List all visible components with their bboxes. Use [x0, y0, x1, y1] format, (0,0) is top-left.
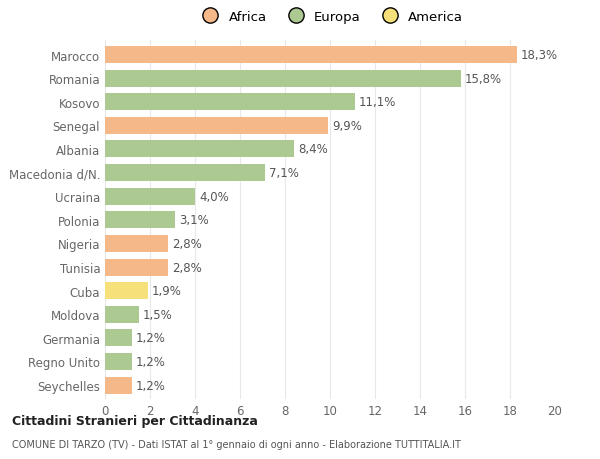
Text: 8,4%: 8,4%: [298, 143, 328, 156]
Text: 2,8%: 2,8%: [172, 237, 202, 250]
Bar: [105, 118, 328, 134]
Bar: [105, 282, 148, 299]
Bar: [105, 141, 294, 158]
Bar: [105, 377, 132, 394]
Bar: [105, 235, 168, 252]
Text: 1,5%: 1,5%: [143, 308, 173, 321]
Text: 15,8%: 15,8%: [464, 73, 502, 85]
Bar: [105, 47, 517, 64]
Bar: [105, 165, 265, 182]
Text: 1,2%: 1,2%: [136, 379, 166, 392]
Text: 9,9%: 9,9%: [332, 120, 362, 133]
Text: 7,1%: 7,1%: [269, 167, 299, 179]
Bar: [105, 306, 139, 323]
Bar: [105, 188, 195, 205]
Text: 11,1%: 11,1%: [359, 96, 396, 109]
Text: 1,9%: 1,9%: [152, 285, 182, 297]
Text: 4,0%: 4,0%: [199, 190, 229, 203]
Text: 1,2%: 1,2%: [136, 331, 166, 345]
Bar: [105, 259, 168, 276]
Text: 18,3%: 18,3%: [521, 49, 558, 62]
Text: 3,1%: 3,1%: [179, 214, 209, 227]
Text: 1,2%: 1,2%: [136, 355, 166, 368]
Bar: [105, 330, 132, 347]
Text: 2,8%: 2,8%: [172, 261, 202, 274]
Bar: [105, 212, 175, 229]
Bar: [105, 71, 461, 88]
Text: COMUNE DI TARZO (TV) - Dati ISTAT al 1° gennaio di ogni anno - Elaborazione TUTT: COMUNE DI TARZO (TV) - Dati ISTAT al 1° …: [12, 440, 461, 449]
Text: Cittadini Stranieri per Cittadinanza: Cittadini Stranieri per Cittadinanza: [12, 414, 258, 428]
Bar: [105, 94, 355, 111]
Legend: Africa, Europa, America: Africa, Europa, America: [193, 7, 467, 28]
Bar: [105, 353, 132, 370]
